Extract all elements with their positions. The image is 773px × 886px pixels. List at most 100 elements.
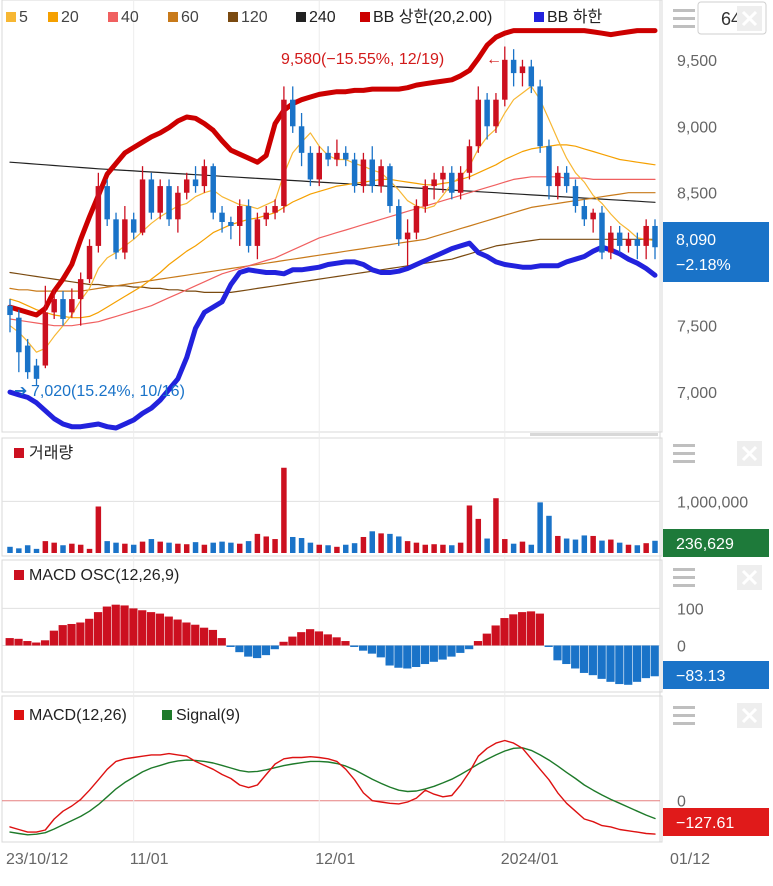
macd-axis-tick: 0 bbox=[677, 794, 686, 811]
candle bbox=[343, 146, 349, 167]
osc-bar bbox=[129, 608, 138, 646]
candle bbox=[369, 146, 375, 193]
candle-body bbox=[466, 146, 473, 173]
osc-bar bbox=[544, 645, 553, 647]
candle-body bbox=[236, 206, 243, 226]
close-icon[interactable] bbox=[737, 565, 762, 590]
legend-marker bbox=[296, 12, 306, 22]
volume-bar bbox=[95, 506, 102, 553]
candle-body bbox=[219, 212, 225, 222]
volume-bar bbox=[77, 544, 84, 553]
volume-bar bbox=[183, 544, 190, 553]
volume-badge: 236,629 bbox=[663, 529, 769, 557]
volume-bar bbox=[298, 538, 305, 553]
close-icon[interactable] bbox=[737, 703, 762, 728]
osc-bar bbox=[509, 614, 518, 646]
volume-bar bbox=[192, 542, 199, 553]
candle bbox=[643, 219, 649, 260]
osc-bar bbox=[465, 645, 474, 650]
volume-bar bbox=[290, 536, 296, 553]
osc-bar bbox=[376, 645, 385, 658]
osc-bar bbox=[632, 645, 642, 682]
volume-bar bbox=[113, 542, 119, 553]
volume-bar bbox=[104, 541, 110, 553]
osc-bar bbox=[456, 645, 465, 653]
volume-bar bbox=[643, 543, 649, 553]
macd-badge-value: −127.61 bbox=[676, 815, 734, 832]
candle bbox=[166, 179, 172, 226]
osc-bar bbox=[297, 632, 306, 646]
candle bbox=[616, 225, 623, 253]
volume-bar bbox=[7, 546, 13, 553]
candle-body bbox=[484, 99, 490, 127]
candle-body bbox=[272, 206, 278, 213]
legend-marker bbox=[360, 12, 370, 22]
candle bbox=[316, 146, 322, 187]
osc-bar bbox=[350, 645, 359, 647]
candle bbox=[7, 299, 13, 333]
candle-body bbox=[290, 99, 296, 127]
volume-bar bbox=[307, 542, 314, 553]
volume-bar bbox=[210, 542, 216, 553]
volume-bar bbox=[263, 536, 269, 553]
osc-bar bbox=[23, 641, 32, 646]
osc-bar bbox=[420, 645, 430, 665]
volume-bar bbox=[378, 533, 384, 553]
volume-bar bbox=[16, 548, 22, 553]
candle-body bbox=[325, 152, 331, 160]
candle bbox=[281, 86, 287, 213]
menu-icon[interactable] bbox=[673, 568, 695, 587]
candle-body bbox=[396, 206, 402, 240]
osc-bar bbox=[473, 641, 483, 646]
scrollbar-track[interactable] bbox=[530, 433, 658, 436]
osc-bar bbox=[111, 604, 120, 646]
osc-bar bbox=[314, 631, 324, 646]
candle bbox=[422, 179, 429, 213]
candle-body bbox=[502, 59, 508, 100]
bb-lower-line bbox=[7, 240, 658, 431]
osc-bar bbox=[235, 645, 244, 653]
candle bbox=[236, 199, 243, 246]
osc-bar bbox=[14, 638, 23, 646]
osc-bar bbox=[58, 625, 67, 646]
volume-bar bbox=[608, 539, 614, 553]
menu-icon[interactable] bbox=[673, 706, 695, 725]
candle bbox=[440, 166, 446, 193]
candle bbox=[290, 86, 296, 133]
menu-icon[interactable] bbox=[673, 9, 695, 28]
signal-line bbox=[9, 747, 656, 836]
volume-bar bbox=[236, 543, 243, 553]
close-icon[interactable] bbox=[737, 441, 762, 466]
candle-body bbox=[113, 219, 119, 253]
ma240-line bbox=[9, 161, 656, 203]
osc-bar bbox=[155, 613, 165, 646]
candle-body bbox=[60, 299, 66, 320]
candle-body bbox=[581, 206, 588, 220]
osc-bar bbox=[535, 613, 544, 646]
volume-bar bbox=[148, 539, 155, 553]
menu-icon[interactable] bbox=[673, 444, 695, 463]
close-icon[interactable] bbox=[737, 6, 762, 31]
candle bbox=[510, 49, 517, 87]
volume-bar bbox=[175, 543, 181, 553]
osc-bar bbox=[182, 622, 191, 646]
candle bbox=[219, 206, 225, 233]
candle bbox=[148, 172, 155, 220]
legend-label: 240 bbox=[309, 9, 336, 26]
candle-body bbox=[175, 192, 181, 220]
volume-bar bbox=[466, 505, 473, 553]
osc-badge-value: −83.13 bbox=[676, 668, 725, 685]
macd-plot bbox=[9, 739, 656, 836]
candle bbox=[60, 291, 66, 326]
volume-bar bbox=[387, 533, 393, 553]
candle bbox=[33, 358, 40, 386]
candle-body bbox=[201, 166, 208, 187]
candle-body bbox=[413, 206, 420, 233]
legend-marker bbox=[6, 12, 16, 22]
volume-bar bbox=[33, 548, 40, 553]
volume-bar bbox=[599, 540, 605, 553]
candle-body bbox=[51, 299, 57, 313]
macd-legend-marker bbox=[14, 710, 24, 720]
osc-axis-tick: 0 bbox=[677, 638, 686, 655]
bb-upper-line bbox=[7, 28, 658, 318]
